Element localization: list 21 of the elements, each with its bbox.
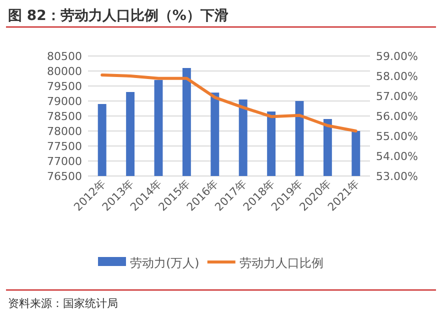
y2-tick-label: 54.00% [376, 150, 418, 163]
y2-tick-label: 55.00% [376, 130, 418, 143]
y-tick-label: 78000 [47, 125, 82, 138]
line-series [100, 74, 358, 132]
chart-title: 图 82：劳动力人口比例（%）下滑 [8, 8, 228, 24]
y-tick-label: 80500 [47, 50, 82, 63]
y2-tick-label: 59.00% [376, 50, 418, 63]
y-tick-label: 78500 [47, 110, 82, 123]
y-tick-label: 79000 [47, 95, 82, 108]
y2-tick-label: 58.00% [376, 70, 418, 83]
text: 资料来源：国家统计局 [8, 297, 118, 310]
legend-label: 劳动力(万人) [130, 256, 200, 270]
y2-tick-label: 57.00% [376, 90, 418, 103]
y2-tick-label: 53.00% [376, 170, 418, 183]
y-tick-label: 77500 [47, 140, 82, 153]
y-tick-label: 76500 [47, 170, 82, 183]
legend-label: 劳动力人口比例 [239, 256, 324, 270]
y-tick-label: 77000 [47, 155, 82, 168]
y2-tick-label: 56.00% [376, 110, 418, 123]
y-tick-label: 79500 [47, 80, 82, 93]
y-tick-label: 80000 [47, 65, 82, 78]
